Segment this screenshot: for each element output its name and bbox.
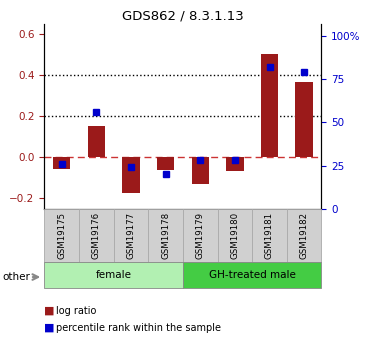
Bar (218, 209, 252, 262)
Bar (114, 209, 148, 262)
Bar (252, 209, 287, 262)
Text: ■: ■ (44, 306, 55, 315)
Text: GSM19176: GSM19176 (92, 212, 101, 259)
Text: log ratio: log ratio (56, 306, 96, 315)
Text: female: female (95, 270, 132, 280)
Title: GDS862 / 8.3.1.13: GDS862 / 8.3.1.13 (122, 10, 244, 23)
Text: GH-treated male: GH-treated male (209, 270, 296, 280)
Bar (44, 209, 79, 262)
Bar (226, 157, 243, 171)
Bar (192, 157, 209, 184)
Text: GSM19181: GSM19181 (265, 212, 274, 259)
Bar (183, 209, 218, 262)
Text: GSM19182: GSM19182 (300, 212, 309, 259)
Text: GSM19179: GSM19179 (196, 212, 205, 259)
Bar (87, 126, 105, 157)
Text: GSM19175: GSM19175 (57, 212, 66, 259)
Bar (79, 209, 114, 262)
Bar (53, 157, 70, 169)
Text: percentile rank within the sample: percentile rank within the sample (56, 323, 221, 333)
Bar (287, 209, 321, 262)
Bar (122, 157, 139, 193)
Bar (295, 81, 313, 157)
Bar (148, 209, 183, 262)
Text: GSM19178: GSM19178 (161, 212, 170, 259)
Bar (44, 262, 183, 288)
Text: other: other (2, 272, 30, 282)
Text: GSM19180: GSM19180 (230, 212, 239, 259)
Text: ■: ■ (44, 323, 55, 333)
Bar (183, 262, 321, 288)
Text: GSM19177: GSM19177 (126, 212, 136, 259)
Bar (261, 54, 278, 157)
Bar (157, 157, 174, 170)
